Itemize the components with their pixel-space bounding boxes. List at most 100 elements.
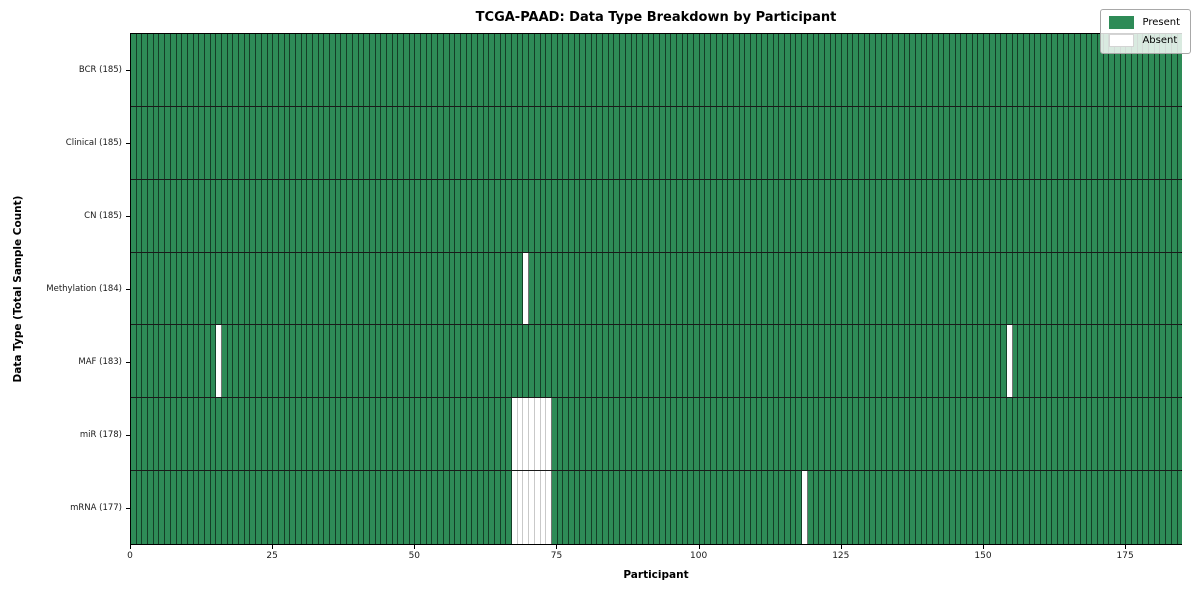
heatmap-cell-present: [1120, 325, 1127, 398]
heatmap-cell-present: [1052, 179, 1059, 252]
heatmap-cell-present: [881, 179, 888, 252]
heatmap-cell-present: [1012, 34, 1019, 106]
heatmap-cell-present: [307, 106, 313, 179]
heatmap-cell-present: [216, 471, 222, 544]
heatmap-cell-present: [244, 106, 251, 179]
heatmap-cell-present: [1086, 252, 1093, 325]
heatmap-cell-present: [1086, 34, 1093, 106]
heatmap-cell-present: [677, 398, 683, 471]
heatmap-cell-present: [756, 398, 763, 471]
heatmap-cell-present: [1177, 179, 1183, 252]
heatmap-cell-present: [250, 106, 257, 179]
heatmap-cell-present: [1160, 325, 1167, 398]
heatmap-cell-present: [290, 179, 296, 252]
heatmap-cell-present: [733, 34, 740, 106]
heatmap-cell-present: [563, 179, 569, 252]
heatmap-cell-present: [1075, 106, 1081, 179]
heatmap-cell-absent: [534, 398, 541, 471]
heatmap-cell-present: [324, 179, 331, 252]
heatmap-cell-present: [910, 252, 916, 325]
heatmap-cell-present: [1132, 252, 1138, 325]
heatmap-cell-present: [597, 179, 604, 252]
heatmap-cell-present: [1029, 398, 1036, 471]
heatmap-cell-present: [859, 106, 865, 179]
heatmap-cell-present: [711, 398, 717, 471]
heatmap-cell-present: [927, 34, 933, 106]
heatmap-cell-present: [625, 398, 632, 471]
heatmap-cell-present: [244, 325, 251, 398]
heatmap-cell-present: [443, 179, 450, 252]
heatmap-cell-present: [750, 179, 757, 252]
heatmap-cell-present: [779, 325, 786, 398]
heatmap-cell-present: [165, 471, 171, 544]
heatmap-cell-present: [1058, 252, 1064, 325]
heatmap-cell-present: [967, 106, 973, 179]
heatmap-row-mir: [131, 398, 1183, 472]
heatmap-cell-present: [563, 325, 569, 398]
heatmap-cell-present: [432, 252, 439, 325]
heatmap-cell-present: [876, 106, 882, 179]
heatmap-cell-present: [864, 471, 871, 544]
heatmap-cell-present: [694, 325, 700, 398]
heatmap-cell-present: [580, 179, 586, 252]
heatmap-cell-present: [1103, 252, 1110, 325]
heatmap-cell-present: [1177, 106, 1183, 179]
heatmap-cell-present: [927, 325, 933, 398]
heatmap-cell-present: [369, 325, 376, 398]
heatmap-cell-present: [995, 325, 1002, 398]
heatmap-cell-present: [790, 471, 797, 544]
heatmap-cell-present: [1109, 471, 1115, 544]
heatmap-cell-present: [273, 325, 279, 398]
heatmap-cell-absent: [529, 471, 535, 544]
heatmap-cell-present: [796, 179, 803, 252]
heatmap-cell-present: [716, 252, 723, 325]
heatmap-cell-present: [864, 106, 871, 179]
heatmap-cell-present: [944, 471, 950, 544]
heatmap-cell-present: [330, 34, 336, 106]
heatmap-cell-present: [352, 325, 359, 398]
heatmap-cell-present: [551, 398, 558, 471]
heatmap-cell-present: [1023, 252, 1030, 325]
heatmap-cell-present: [421, 471, 427, 544]
heatmap-cell-present: [995, 252, 1002, 325]
heatmap-cell-present: [807, 471, 814, 544]
heatmap-cell-present: [876, 179, 882, 252]
heatmap-cell-present: [694, 398, 700, 471]
heatmap-cell-present: [1143, 179, 1150, 252]
heatmap-cell-present: [830, 179, 837, 252]
heatmap-cell-present: [1092, 34, 1098, 106]
heatmap-cell-present: [796, 106, 803, 179]
heatmap-cell-present: [267, 34, 274, 106]
heatmap-cell-present: [1154, 106, 1161, 179]
heatmap-cell-present: [369, 34, 376, 106]
heatmap-cell-present: [466, 179, 473, 252]
heatmap-cell-present: [870, 179, 877, 252]
heatmap-cell-present: [227, 34, 234, 106]
heatmap-cell-absent: [216, 325, 222, 398]
y-tick-mark: [126, 215, 130, 217]
heatmap-cell-present: [950, 179, 956, 252]
heatmap-cell-present: [972, 106, 979, 179]
heatmap-cell-present: [870, 34, 877, 106]
heatmap-cell-present: [210, 325, 217, 398]
heatmap-cell-present: [762, 179, 768, 252]
heatmap-cell-present: [301, 398, 308, 471]
heatmap-cell-present: [1052, 252, 1059, 325]
heatmap-cell-present: [1171, 106, 1178, 179]
heatmap-cell-present: [250, 325, 257, 398]
heatmap-cell-present: [529, 106, 535, 179]
heatmap-cell-present: [677, 471, 683, 544]
heatmap-cell-present: [659, 325, 666, 398]
heatmap-cell-present: [472, 252, 478, 325]
heatmap-cell-present: [921, 471, 928, 544]
heatmap-cell-present: [460, 398, 467, 471]
heatmap-cell-present: [944, 106, 950, 179]
heatmap-cell-present: [386, 34, 393, 106]
heatmap-cell-present: [330, 325, 336, 398]
heatmap-cell-present: [677, 106, 683, 179]
y-tick-mark: [126, 69, 130, 71]
heatmap-cell-present: [756, 179, 763, 252]
heatmap-cell-present: [950, 252, 956, 325]
heatmap-cell-present: [136, 106, 143, 179]
heatmap-cell-present: [352, 179, 359, 252]
